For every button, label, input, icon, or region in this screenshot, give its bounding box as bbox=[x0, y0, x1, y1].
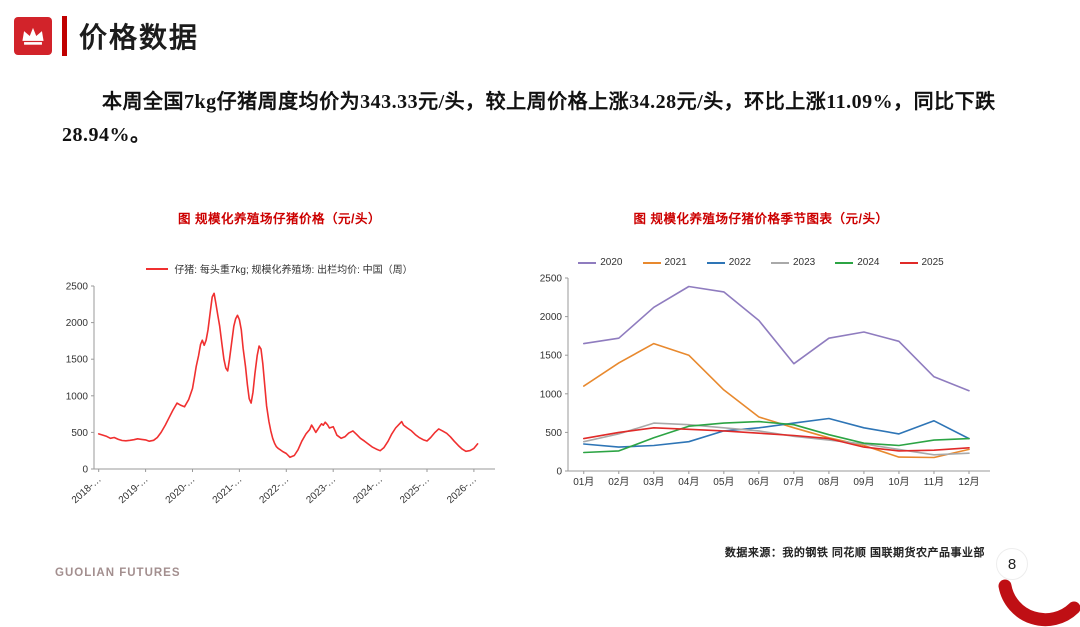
svg-text:2018-…: 2018-… bbox=[70, 474, 104, 506]
svg-text:2500: 2500 bbox=[540, 274, 563, 285]
svg-text:2000: 2000 bbox=[66, 318, 89, 329]
svg-text:1000: 1000 bbox=[540, 389, 563, 400]
legend-label: 2021 bbox=[664, 257, 687, 268]
legend-swatch bbox=[578, 261, 597, 264]
svg-text:10月: 10月 bbox=[888, 476, 909, 488]
legend-item-2025: 2025 bbox=[899, 257, 944, 268]
legend-item-2020: 2020 bbox=[578, 257, 623, 268]
svg-text:2000: 2000 bbox=[540, 312, 563, 323]
svg-text:12月: 12月 bbox=[958, 476, 979, 488]
svg-text:1000: 1000 bbox=[66, 391, 89, 402]
legend-item-2021: 2021 bbox=[642, 257, 687, 268]
brand-swoosh-icon bbox=[998, 579, 1080, 627]
svg-text:2500: 2500 bbox=[66, 282, 89, 293]
svg-text:2026-…: 2026-… bbox=[445, 474, 479, 506]
legend-item-2024: 2024 bbox=[835, 257, 880, 268]
crown-icon-glyph bbox=[22, 27, 44, 45]
svg-text:06月: 06月 bbox=[748, 476, 769, 488]
slide-header: 价格数据 bbox=[14, 16, 199, 56]
svg-text:07月: 07月 bbox=[783, 476, 804, 488]
left-chart-title: 图 规模化养殖场仔猪价格（元/头） bbox=[178, 212, 381, 226]
legend-swatch bbox=[642, 261, 661, 264]
svg-text:2023-…: 2023-… bbox=[304, 474, 338, 506]
svg-text:02月: 02月 bbox=[608, 476, 629, 488]
page-number: 8 bbox=[996, 548, 1028, 580]
legend-swatch bbox=[771, 261, 789, 264]
legend-label: 2023 bbox=[793, 257, 816, 268]
title-accent-bar bbox=[62, 16, 67, 56]
legend-label: 2024 bbox=[857, 257, 880, 268]
svg-text:03月: 03月 bbox=[643, 476, 664, 488]
svg-text:1500: 1500 bbox=[66, 355, 89, 366]
seasonal-price-chart-block: 图 规模化养殖场仔猪价格季节图表（元/头） 2020 2021 2022 2023 20… bbox=[522, 208, 1000, 497]
svg-text:500: 500 bbox=[71, 428, 88, 439]
svg-text:2021-…: 2021-… bbox=[211, 474, 245, 506]
svg-text:09月: 09月 bbox=[853, 476, 874, 488]
crown-icon bbox=[14, 17, 52, 55]
svg-text:04月: 04月 bbox=[678, 476, 699, 488]
svg-text:2022-…: 2022-… bbox=[257, 474, 291, 506]
summary-paragraph: 本周全国7kg仔猪周度均价为343.33元/头，较上周价格上涨34.28元/头，… bbox=[62, 91, 996, 146]
svg-text:08月: 08月 bbox=[818, 476, 839, 488]
left-legend-label: 仔猪: 每头重7kg; 规模化养殖场: 出栏均价: 中国（周） bbox=[174, 265, 413, 276]
brand-logo-text: GUOLIAN FUTURES bbox=[55, 567, 181, 579]
left-legend-dash bbox=[146, 267, 169, 270]
right-chart-title: 图 规模化养殖场仔猪价格季节图表（元/头） bbox=[633, 212, 889, 226]
data-source-note: 数据来源：我的钢铁 同花顺 国联期货农产品事业部 bbox=[724, 547, 985, 559]
legend-swatch bbox=[835, 261, 854, 264]
svg-text:2020-…: 2020-… bbox=[164, 474, 198, 506]
svg-text:01月: 01月 bbox=[573, 476, 594, 488]
page-title: 价格数据 bbox=[79, 22, 200, 53]
svg-text:11月: 11月 bbox=[924, 476, 944, 488]
svg-text:500: 500 bbox=[545, 428, 562, 439]
legend-label: 2025 bbox=[921, 257, 944, 268]
svg-text:0: 0 bbox=[82, 465, 88, 476]
legend-item-2022: 2022 bbox=[706, 257, 751, 268]
svg-text:05月: 05月 bbox=[713, 476, 734, 488]
legend-item-2023: 2023 bbox=[771, 257, 815, 268]
seasonal-price-chart: 0 500 1000 1500 2000 2500 01月 02月 03月 04月 05月 06月 07… bbox=[540, 274, 990, 488]
svg-text:2019-…: 2019-… bbox=[117, 474, 151, 506]
legend-swatch bbox=[706, 261, 725, 264]
left-chart-legend: 仔猪: 每头重7kg; 规模化养殖场: 出栏均价: 中国（周） bbox=[52, 261, 507, 276]
legend-swatch bbox=[899, 261, 918, 264]
piglet-price-chart-block: 图 规模化养殖场仔猪价格（元/头） 仔猪: 每头重7kg; 规模化养殖场: 出栏… bbox=[52, 208, 507, 515]
piglet-price-chart: 0 500 1000 1500 2000 2500 2018-… 2019-… 2020-… 20… bbox=[66, 282, 495, 506]
svg-text:2025-…: 2025-… bbox=[398, 474, 432, 506]
right-chart-legend: 2020 2021 2022 2023 2024 2025 bbox=[522, 257, 1000, 268]
svg-text:2024-…: 2024-… bbox=[351, 474, 385, 506]
legend-label: 2022 bbox=[728, 257, 751, 268]
legend-label: 2020 bbox=[600, 257, 623, 268]
svg-text:1500: 1500 bbox=[540, 351, 563, 362]
svg-text:0: 0 bbox=[556, 467, 562, 478]
